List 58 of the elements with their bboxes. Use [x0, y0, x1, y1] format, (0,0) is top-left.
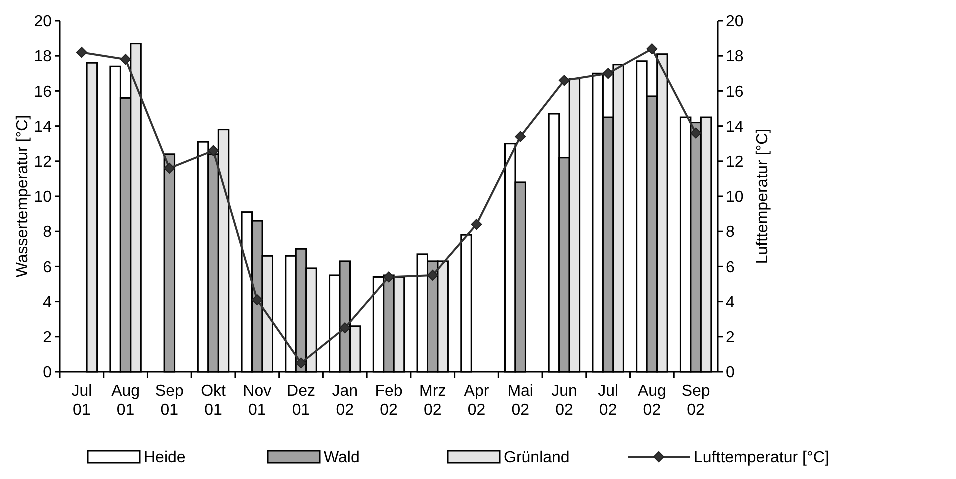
y2-tick-label: 16	[726, 84, 744, 101]
point	[646, 44, 658, 55]
point	[558, 75, 570, 86]
legend-label: Wald	[324, 450, 360, 467]
point	[602, 68, 614, 80]
x-tick-label: Jul 01	[72, 383, 92, 419]
point	[76, 47, 88, 58]
legend-label: Lufttemperatur [°C]	[694, 450, 830, 467]
point	[690, 128, 702, 139]
y-tick-label: 8	[43, 224, 52, 242]
y-tick-label: 4	[43, 294, 52, 312]
y2-tick-label: 14	[726, 118, 744, 136]
y-tick-label: 6	[43, 259, 52, 276]
x-tick-label: Feb 02	[375, 383, 403, 419]
y2-tick-label: 6	[726, 259, 735, 276]
point	[164, 162, 176, 174]
point	[471, 219, 482, 230]
y-tick-label: 16	[34, 84, 52, 101]
x-tick-label: Sep 02	[682, 383, 710, 419]
x-tick-label: Aug 02	[638, 383, 666, 419]
legend-label: Heide	[144, 450, 186, 467]
y2-tick-label: 8	[726, 224, 735, 242]
point	[208, 145, 220, 156]
y2-tick-label: 2	[726, 330, 735, 346]
x-tick-label: Okt 01	[201, 383, 227, 419]
y-tick-label: 12	[34, 154, 52, 171]
point	[340, 322, 351, 334]
y-tick-label: 0	[43, 364, 52, 382]
y2-tick-label: 18	[726, 48, 744, 66]
y2-tick-label: 20	[726, 14, 744, 31]
y2-tick-label: 4	[726, 294, 735, 312]
x-tick-label: Apr 02	[464, 383, 490, 419]
point	[515, 131, 526, 142]
y-tick-label: 10	[34, 189, 52, 206]
y2-tick-label: 0	[726, 364, 735, 382]
y-tick-label: 18	[34, 48, 52, 66]
y-tick-label: 2	[43, 330, 52, 346]
point	[384, 272, 394, 283]
x-tick-label: Mrz 02	[420, 383, 446, 419]
y-tick-label: 14	[34, 118, 52, 136]
x-tick-label: Sep 01	[155, 383, 184, 419]
x-tick-label: Jun 02	[552, 383, 578, 419]
x-tick-label: Jan 02	[332, 383, 358, 419]
y2-axis-title: Lufttemperatur [°C]	[754, 128, 772, 264]
point	[120, 54, 132, 66]
point	[252, 294, 263, 306]
x-tick-label: Dez 01	[287, 383, 316, 419]
y-tick-label: 20	[34, 14, 52, 31]
point	[296, 358, 307, 369]
y2-tick-label: 10	[726, 189, 744, 206]
y2-tick-label: 12	[726, 154, 744, 171]
x-tick-label: Jul 02	[598, 383, 619, 419]
x-tick-label: Aug 01	[112, 383, 140, 419]
y-axis-title: Wassertemperatur [°C]	[14, 115, 32, 278]
point	[427, 270, 438, 281]
x-tick-label: Mai 02	[508, 383, 534, 419]
legend-label: Grünland	[504, 450, 570, 467]
x-tick-label: Nov 01	[243, 383, 272, 419]
